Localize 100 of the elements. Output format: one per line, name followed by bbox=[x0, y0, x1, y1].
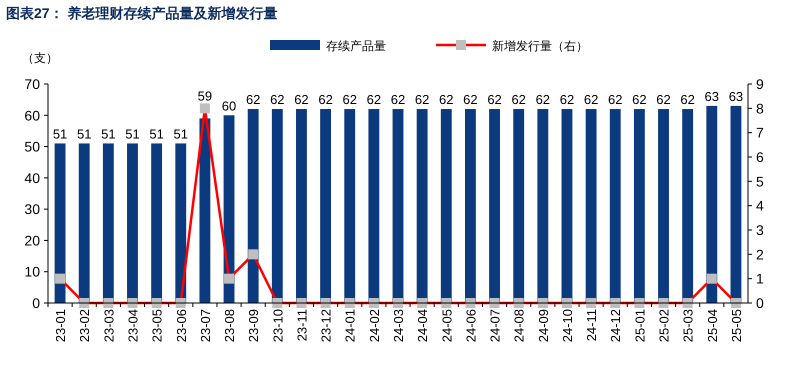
x-tick-label: 25-04 bbox=[704, 309, 720, 342]
x-tick-label: 24-12 bbox=[608, 309, 624, 342]
y-tick-label: 70 bbox=[24, 76, 40, 92]
data-label: 62 bbox=[390, 92, 406, 108]
x-tick-label: 23-02 bbox=[77, 309, 92, 342]
data-label: 62 bbox=[560, 92, 574, 108]
y2-tick-label: 2 bbox=[756, 246, 764, 262]
data-label: 63 bbox=[728, 88, 744, 104]
bar bbox=[440, 109, 452, 303]
x-tick-label: 24-08 bbox=[512, 309, 527, 342]
data-label: 62 bbox=[680, 92, 695, 108]
bar bbox=[658, 109, 669, 303]
data-label: 51 bbox=[125, 126, 140, 142]
bar bbox=[199, 118, 210, 303]
data-label: 62 bbox=[608, 92, 622, 108]
data-label: 62 bbox=[439, 92, 454, 108]
bar bbox=[102, 143, 114, 303]
data-label: 60 bbox=[222, 98, 236, 114]
y2-tick-label: 1 bbox=[756, 270, 764, 287]
data-label: 62 bbox=[366, 92, 382, 108]
x-tick-label: 23-12 bbox=[318, 309, 334, 342]
x-tick-label: 24-11 bbox=[584, 309, 600, 342]
y-tick-label: 20 bbox=[24, 232, 40, 248]
data-label: 62 bbox=[270, 92, 285, 108]
data-label: 59 bbox=[198, 88, 212, 104]
data-label: 62 bbox=[318, 92, 333, 108]
chart-title: 图表27： 养老理财存续产品量及新增发行量 bbox=[6, 5, 278, 21]
x-tick-label: 23-11 bbox=[294, 309, 310, 342]
bar bbox=[78, 143, 90, 303]
x-tick-label: 23-03 bbox=[101, 309, 116, 342]
x-tick-label: 25-01 bbox=[632, 309, 648, 342]
bar bbox=[392, 109, 404, 303]
bar bbox=[682, 109, 694, 303]
data-label: 51 bbox=[174, 126, 188, 142]
data-label: 62 bbox=[463, 92, 478, 108]
y-tick-label: 50 bbox=[24, 138, 40, 155]
bar bbox=[513, 109, 524, 303]
data-label: 63 bbox=[704, 88, 720, 104]
y2-tick-label: 0 bbox=[756, 295, 764, 311]
y-tick-label: 60 bbox=[24, 107, 40, 124]
bar bbox=[151, 143, 162, 303]
data-label: 51 bbox=[149, 126, 164, 142]
bar bbox=[320, 109, 332, 303]
x-tick-label: 24-03 bbox=[391, 309, 406, 342]
x-tick-label: 24-10 bbox=[560, 309, 575, 342]
bar bbox=[224, 115, 234, 303]
data-label: 62 bbox=[536, 92, 550, 108]
bar bbox=[464, 109, 476, 303]
y2-tick-label: 4 bbox=[756, 198, 764, 214]
data-label: 51 bbox=[101, 126, 116, 142]
x-tick-label: 25-02 bbox=[656, 309, 672, 342]
bar bbox=[248, 109, 259, 303]
x-tick-label: 25-05 bbox=[728, 309, 744, 342]
x-tick-label: 24-01 bbox=[342, 309, 358, 342]
y2-tick-label: 5 bbox=[756, 173, 764, 190]
bar bbox=[537, 109, 548, 303]
y-tick-label: 10 bbox=[24, 264, 40, 280]
x-tick-label: 24-02 bbox=[366, 309, 382, 342]
data-label: 51 bbox=[76, 126, 92, 142]
y-tick-label: 30 bbox=[24, 201, 40, 218]
x-tick-label: 23-05 bbox=[150, 309, 165, 342]
y-tick-label: 40 bbox=[24, 170, 40, 186]
y2-tick-label: 3 bbox=[756, 222, 764, 238]
bar bbox=[586, 109, 597, 303]
bar bbox=[344, 109, 356, 303]
x-tick-label: 23-01 bbox=[53, 309, 68, 342]
data-label: 62 bbox=[414, 92, 430, 108]
x-tick-label: 24-07 bbox=[488, 309, 503, 342]
data-label: 62 bbox=[294, 92, 309, 108]
x-tick-label: 23-08 bbox=[222, 309, 238, 342]
bar bbox=[634, 109, 645, 303]
bar bbox=[368, 109, 380, 303]
y-tick-label: 0 bbox=[32, 295, 40, 311]
x-tick-label: 24-05 bbox=[439, 309, 454, 342]
bar bbox=[610, 109, 621, 303]
data-label: 62 bbox=[246, 92, 260, 108]
bar bbox=[54, 143, 66, 303]
bar bbox=[127, 143, 138, 303]
x-tick-label: 25-03 bbox=[680, 309, 696, 342]
data-label: 62 bbox=[511, 92, 526, 108]
bar bbox=[730, 106, 742, 303]
legend-label: 新增发行量（右） bbox=[492, 39, 588, 53]
legend-label: 存续产品量 bbox=[326, 39, 386, 53]
bar bbox=[706, 106, 718, 303]
x-tick-label: 24-09 bbox=[536, 309, 551, 342]
x-tick-label: 23-09 bbox=[246, 309, 262, 342]
data-label: 62 bbox=[342, 92, 357, 108]
data-label: 62 bbox=[584, 92, 598, 108]
y2-tick-label: 9 bbox=[756, 76, 764, 92]
x-tick-label: 23-07 bbox=[198, 309, 213, 342]
y2-tick-label: 6 bbox=[756, 149, 764, 165]
bar bbox=[296, 109, 307, 303]
data-label: 62 bbox=[656, 92, 671, 108]
y2-tick-label: 7 bbox=[756, 124, 764, 141]
bar bbox=[489, 109, 500, 303]
bar bbox=[272, 109, 283, 303]
y-axis-title: （支） bbox=[22, 51, 58, 65]
x-tick-label: 23-10 bbox=[270, 309, 286, 342]
data-label: 62 bbox=[487, 92, 502, 108]
bar bbox=[562, 109, 572, 303]
